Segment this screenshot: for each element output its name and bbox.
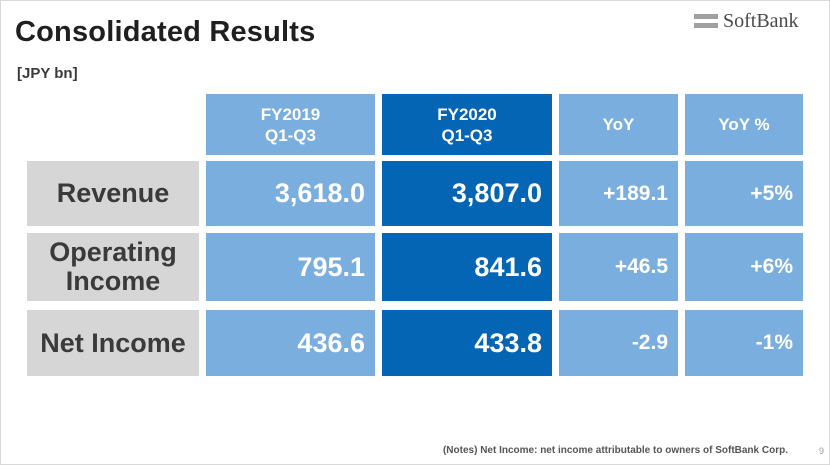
row-label-operating-income: Operating Income xyxy=(27,233,199,301)
net-income-yoy: -2.9 xyxy=(559,310,678,376)
operating-income-fy2020: 841.6 xyxy=(382,233,552,301)
header-yoy: YoY xyxy=(559,94,678,155)
operating-income-yoy-pct: +6% xyxy=(685,233,803,301)
revenue-yoy: +189.1 xyxy=(559,161,678,226)
row-label-revenue: Revenue xyxy=(27,161,199,226)
revenue-fy2020: 3,807.0 xyxy=(382,161,552,226)
header-fy2020: FY2020 Q1-Q3 xyxy=(382,94,552,155)
softbank-logo-text: SoftBank xyxy=(723,10,799,32)
page-title: Consolidated Results xyxy=(15,16,316,48)
row-label-net-income: Net Income xyxy=(27,310,199,376)
revenue-fy2019: 3,618.0 xyxy=(206,161,375,226)
revenue-yoy-pct: +5% xyxy=(685,161,803,226)
net-income-fy2020: 433.8 xyxy=(382,310,552,376)
net-income-fy2019: 436.6 xyxy=(206,310,375,376)
page-number: 9 xyxy=(818,446,824,456)
softbank-logo: SoftBank xyxy=(694,10,814,34)
header-yoy-pct: YoY % xyxy=(685,94,803,155)
operating-income-yoy: +46.5 xyxy=(559,233,678,301)
unit-label: [JPY bn] xyxy=(17,65,78,82)
net-income-yoy-pct: -1% xyxy=(685,310,803,376)
softbank-logo-mark-icon xyxy=(694,14,718,29)
header-fy2019: FY2019 Q1-Q3 xyxy=(206,94,375,155)
footnote: (Notes) Net Income: net income attributa… xyxy=(442,445,788,456)
operating-income-fy2019: 795.1 xyxy=(206,233,375,301)
